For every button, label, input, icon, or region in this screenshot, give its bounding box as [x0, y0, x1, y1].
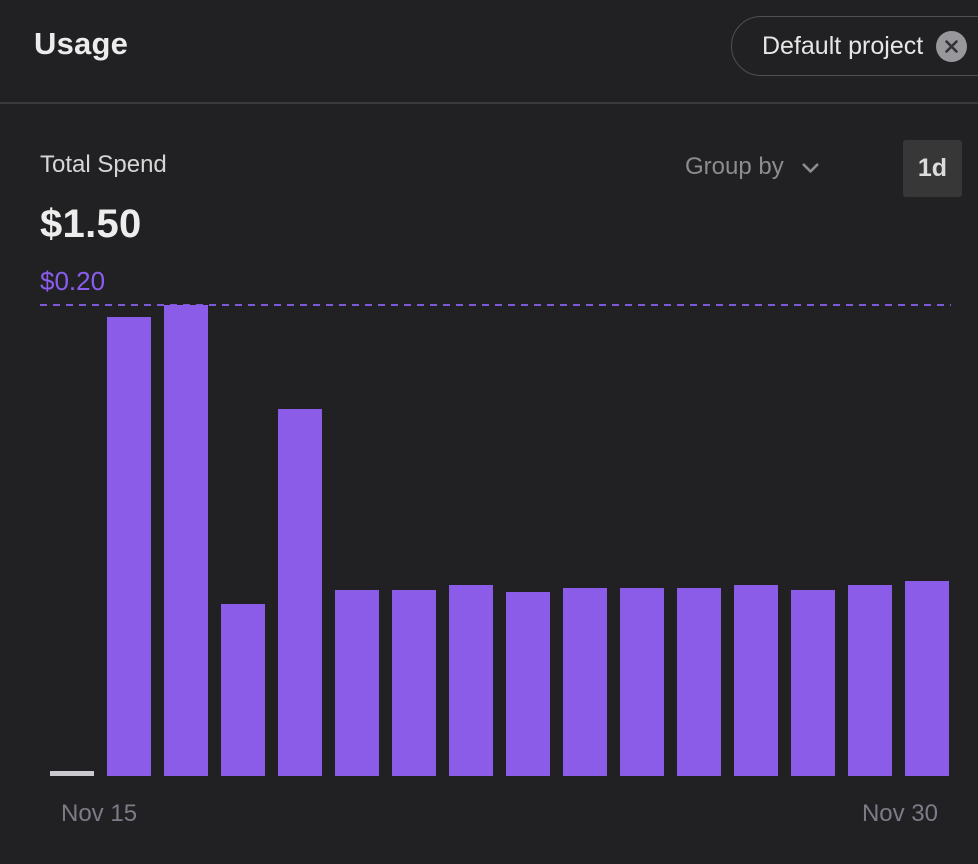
bar-nov-23[interactable]: [506, 592, 550, 776]
bar-nov-22[interactable]: [449, 585, 493, 776]
total-spend-value: $1.50: [40, 202, 142, 246]
project-filter-label: Default project: [762, 31, 924, 60]
group-by-label: Group by: [685, 153, 784, 180]
bar-nov-24[interactable]: [563, 587, 607, 776]
bar-nov-27[interactable]: [734, 585, 778, 776]
bar-nov-30[interactable]: [905, 580, 949, 776]
bar-nov-28[interactable]: [791, 589, 835, 776]
chevron-down-icon: [802, 162, 819, 173]
budget-reference-line: [40, 304, 951, 306]
remove-project-filter-icon[interactable]: [936, 30, 968, 62]
bar-nov-25[interactable]: [620, 587, 664, 776]
bar-nov-15[interactable]: [50, 771, 94, 776]
page-header: Usage Default project: [0, 0, 978, 104]
bar-nov-26[interactable]: [677, 587, 721, 776]
total-spend-label: Total Spend: [40, 151, 167, 178]
bar-nov-19[interactable]: [278, 408, 322, 776]
spend-bar-chart: [40, 304, 951, 776]
bar-nov-21[interactable]: [392, 589, 436, 776]
bars: [50, 305, 949, 776]
x-icon: [945, 39, 959, 53]
bar-nov-20[interactable]: [335, 589, 379, 776]
bar-nov-29[interactable]: [848, 585, 892, 776]
project-filter-chip[interactable]: Default project: [731, 16, 978, 76]
bar-nov-18[interactable]: [221, 604, 265, 776]
x-axis-end-label: Nov 30: [861, 800, 938, 827]
bar-nov-17[interactable]: [164, 305, 208, 776]
budget-reference-label: $0.20: [40, 266, 106, 296]
interval-1d-button[interactable]: 1d: [903, 140, 962, 197]
bar-nov-16[interactable]: [107, 316, 151, 776]
page-title: Usage: [34, 26, 129, 61]
group-by-dropdown[interactable]: Group by: [685, 152, 824, 182]
x-axis-start-label: Nov 15: [61, 800, 138, 827]
